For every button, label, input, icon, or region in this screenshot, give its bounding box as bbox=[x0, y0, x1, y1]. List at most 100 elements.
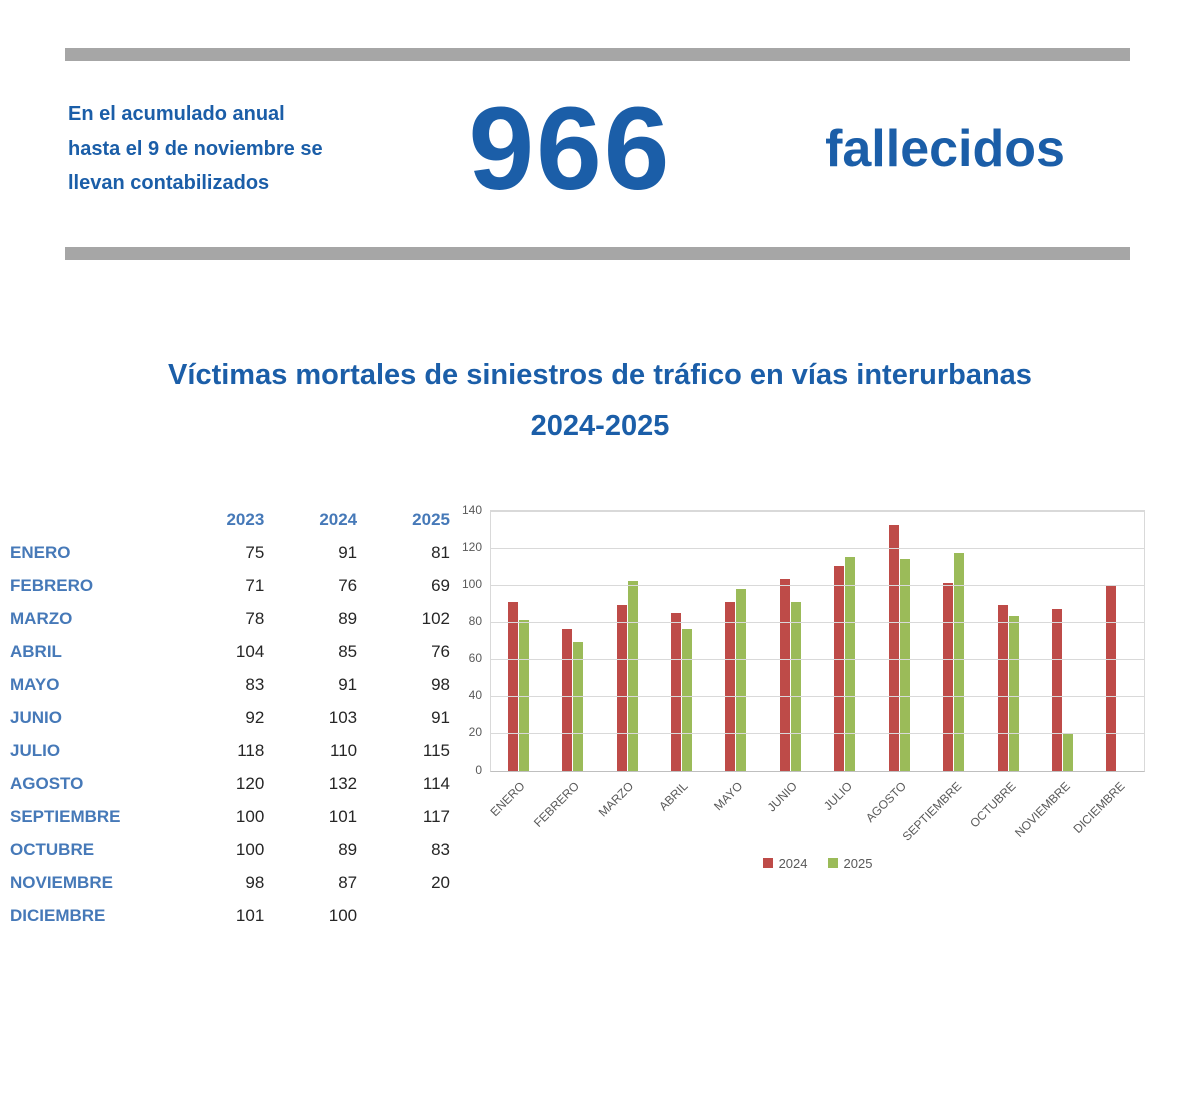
bar-group-julio bbox=[818, 511, 872, 771]
header: En el acumulado anual hasta el 9 de novi… bbox=[0, 61, 1200, 233]
value-cell: 110 bbox=[330, 741, 358, 760]
bar-2024-septiembre bbox=[943, 582, 954, 771]
x-axis-label-cell: ABRIL bbox=[654, 772, 709, 854]
bottom-divider-bar bbox=[65, 247, 1130, 260]
bar-2025-octubre bbox=[1008, 616, 1019, 771]
legend-swatch-2024 bbox=[762, 858, 773, 868]
table-row: MAYO 83 91 98 bbox=[10, 669, 450, 702]
legend-label: 2024 bbox=[778, 855, 808, 871]
x-axis-label-cell: NOVIEMBRE bbox=[1012, 772, 1091, 854]
top-divider-bar bbox=[65, 48, 1130, 61]
table-row: FEBRERO 71 76 69 bbox=[10, 570, 450, 603]
value-cell: 75 bbox=[245, 543, 265, 562]
gridline bbox=[491, 584, 1144, 586]
gridline bbox=[491, 696, 1144, 698]
value-cell: 98 bbox=[245, 873, 265, 892]
x-axis-labels: ENERO FEBRERO MARZO ABRIL MAYO JUNIO JULIO AGOS… bbox=[487, 772, 1145, 854]
x-axis-label-cell: AGOSTO bbox=[863, 772, 927, 854]
bar-2024-junio bbox=[779, 579, 790, 771]
page-title: Víctimas mortales de siniestros de tráfi… bbox=[135, 350, 1065, 452]
x-axis-label-cell: DICIEMBRE bbox=[1071, 772, 1145, 854]
value-cell: 83 bbox=[245, 675, 265, 694]
y-axis-tick-label: 100 bbox=[461, 576, 482, 591]
value-cell: 89 bbox=[338, 840, 358, 859]
value-cell: 69 bbox=[431, 576, 450, 595]
monthly-data-table: 2023 2024 2025 ENERO 75 91 81 FEBRERO 71 76 69 MAR… bbox=[10, 504, 450, 933]
month-label: MARZO bbox=[10, 609, 73, 628]
value-cell: 92 bbox=[245, 708, 265, 727]
x-axis-label: ENERO bbox=[487, 778, 528, 819]
value-cell: 76 bbox=[338, 576, 358, 595]
empty-header-cell bbox=[10, 504, 171, 537]
bar-group-septiembre bbox=[926, 511, 980, 771]
x-axis-label: MAYO bbox=[711, 778, 746, 813]
bar-2025-julio bbox=[845, 556, 856, 771]
bar-2025-mayo bbox=[736, 588, 747, 771]
month-label: MAYO bbox=[10, 675, 60, 694]
bar-2025-febrero bbox=[573, 642, 584, 771]
value-cell: 132 bbox=[328, 774, 358, 793]
legend-item-2024: 2024 bbox=[762, 855, 808, 871]
value-cell: 118 bbox=[237, 741, 265, 760]
bar-2024-enero bbox=[507, 601, 518, 771]
bar-2024-julio bbox=[834, 566, 845, 771]
page-title-line2: 2024-2025 bbox=[530, 409, 670, 442]
value-cell bbox=[357, 900, 450, 933]
bar-group-junio bbox=[763, 511, 817, 771]
bars-container bbox=[491, 511, 1144, 771]
month-label: AGOSTO bbox=[10, 774, 84, 793]
value-cell: 117 bbox=[422, 807, 450, 826]
y-axis-tick-label: 140 bbox=[461, 502, 482, 517]
value-cell: 83 bbox=[431, 840, 450, 859]
table-row: JULIO 118 110 115 bbox=[10, 735, 450, 768]
table-row: MARZO 78 89 102 bbox=[10, 603, 450, 636]
x-axis-label: ABRIL bbox=[656, 778, 691, 813]
bar-2024-diciembre bbox=[1106, 584, 1117, 771]
value-cell: 89 bbox=[338, 609, 358, 628]
value-cell: 101 bbox=[328, 807, 358, 826]
value-cell: 120 bbox=[235, 774, 265, 793]
bar-2025-abril bbox=[681, 629, 692, 771]
month-label: JULIO bbox=[10, 741, 61, 760]
value-cell: 87 bbox=[338, 873, 358, 892]
value-cell: 71 bbox=[245, 576, 265, 595]
bar-2025-junio bbox=[790, 601, 801, 771]
gridline bbox=[491, 510, 1144, 512]
value-cell: 20 bbox=[431, 873, 450, 892]
year-column-header: 2024 bbox=[319, 510, 358, 529]
bar-chart: 0 20 40 60 80 100 120 140 ENERO FEBRERO MARZO ABRI… bbox=[450, 503, 1200, 933]
value-cell: 104 bbox=[235, 642, 265, 661]
value-cell: 98 bbox=[431, 675, 450, 694]
value-cell: 114 bbox=[422, 774, 450, 793]
table-row: DICIEMBRE 101 100 bbox=[10, 900, 450, 933]
value-cell: 100 bbox=[328, 906, 358, 925]
gridline bbox=[491, 547, 1144, 549]
bar-2025-septiembre bbox=[954, 553, 965, 771]
y-axis-tick-label: 20 bbox=[468, 725, 482, 740]
x-axis-label-cell: FEBRERO bbox=[531, 772, 600, 854]
y-axis-tick-label: 80 bbox=[468, 613, 482, 628]
table-row: OCTUBRE 100 89 83 bbox=[10, 834, 450, 867]
y-axis-tick-label: 40 bbox=[468, 688, 482, 703]
value-cell: 102 bbox=[421, 609, 450, 628]
bar-2024-noviembre bbox=[1051, 608, 1062, 771]
y-axis-tick-label: 60 bbox=[468, 651, 482, 666]
bar-2024-mayo bbox=[725, 601, 736, 771]
gridline bbox=[491, 733, 1144, 735]
month-label: ENERO bbox=[10, 543, 71, 562]
month-label: ABRIL bbox=[10, 642, 62, 661]
page-title-line1: Víctimas mortales de siniestros de tráfi… bbox=[168, 359, 1032, 391]
x-axis-label: JULIO bbox=[820, 778, 855, 813]
fatalities-label: fallecidos bbox=[825, 120, 1065, 178]
intro-text: En el acumulado anual hasta el 9 de novi… bbox=[68, 103, 323, 195]
bar-2025-enero bbox=[518, 620, 529, 771]
month-label: DICIEMBRE bbox=[10, 906, 106, 925]
x-axis-label-cell: ENERO bbox=[487, 772, 545, 854]
gridline bbox=[491, 621, 1144, 623]
bar-2025-noviembre bbox=[1062, 733, 1073, 771]
bar-2024-febrero bbox=[562, 629, 573, 771]
month-label: NOVIEMBRE bbox=[10, 873, 113, 892]
month-label: OCTUBRE bbox=[10, 840, 95, 859]
bar-2024-agosto bbox=[888, 525, 899, 771]
